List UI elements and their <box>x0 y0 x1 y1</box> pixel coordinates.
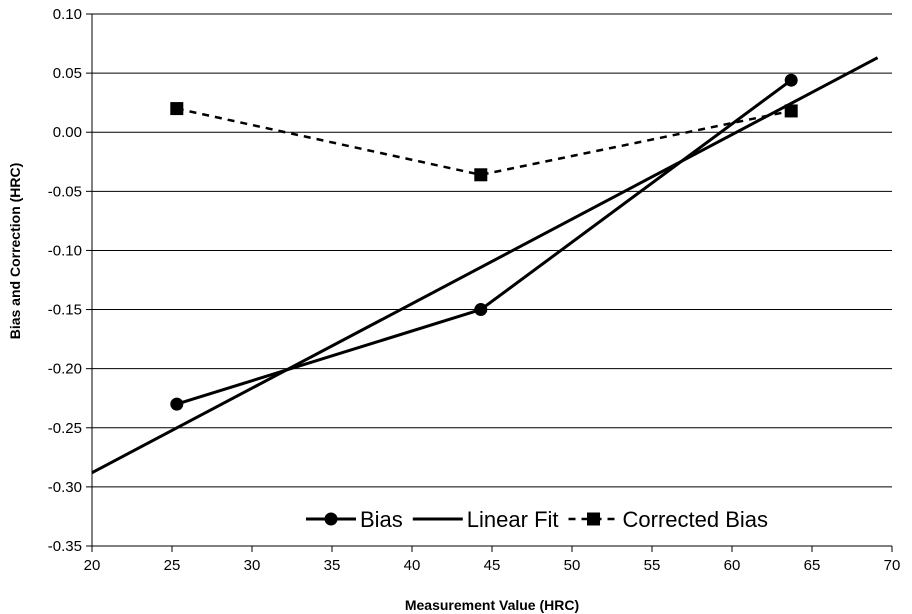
legend-label: Corrected Bias <box>623 507 769 532</box>
corrected-bias-point <box>784 104 798 118</box>
y-tick-label: -0.10 <box>48 242 82 259</box>
x-tick-label: 55 <box>644 557 661 574</box>
x-tick-labels: 20 25 30 35 40 45 50 55 60 65 70 <box>84 557 901 574</box>
legend-item-linear-fit: Linear Fit <box>412 507 559 532</box>
series-bias <box>170 73 798 411</box>
y-tick-label: -0.30 <box>48 479 82 496</box>
corrected-bias-point <box>474 168 488 182</box>
corrected-bias-line <box>176 107 792 177</box>
y-tick-label: -0.20 <box>48 361 82 378</box>
series <box>91 56 879 475</box>
legend-swatch-marker <box>324 512 338 526</box>
x-tick-label: 35 <box>324 557 341 574</box>
linear-fit-line <box>91 56 879 475</box>
y-tick-label: 0.05 <box>53 65 82 82</box>
y-tick-label: 0.00 <box>53 124 82 141</box>
bias-point <box>170 397 184 411</box>
bias-point <box>784 73 798 87</box>
y-tick-label: -0.15 <box>48 302 82 319</box>
y-tick-labels: 0.10 0.05 0.00 -0.05 -0.10 -0.15 -0.20 -0.25 -0.… <box>48 6 82 555</box>
legend-item-bias: Bias <box>306 507 403 532</box>
axes <box>86 13 893 552</box>
x-tick-label: 20 <box>84 557 101 574</box>
bias-point <box>474 303 488 317</box>
x-tick-label: 30 <box>244 557 261 574</box>
x-tick-label: 45 <box>484 557 501 574</box>
x-tick-label: 60 <box>724 557 741 574</box>
y-axis-title: Bias and Correction (HRC) <box>7 163 23 340</box>
x-axis-title: Measurement Value (HRC) <box>405 597 579 613</box>
x-tick-label: 50 <box>564 557 581 574</box>
x-tick-label: 40 <box>404 557 421 574</box>
series-linear-fit <box>91 56 879 475</box>
legend-swatch-marker <box>587 512 601 526</box>
legend-item-corrected-bias: Corrected Bias <box>568 507 769 532</box>
legend-label: Linear Fit <box>467 507 559 532</box>
y-tick-label: -0.25 <box>48 420 82 437</box>
x-tick-label: 65 <box>804 557 821 574</box>
series-corrected-bias <box>170 102 798 182</box>
y-tick-label: -0.05 <box>48 183 82 200</box>
y-tick-label: -0.35 <box>48 538 82 555</box>
x-tick-label: 25 <box>164 557 181 574</box>
y-tick-label: 0.10 <box>53 6 82 23</box>
legend: Bias Linear Fit Corrected Bias <box>306 507 768 532</box>
legend-label: Bias <box>360 507 403 532</box>
x-tick-label: 70 <box>884 557 901 574</box>
corrected-bias-point <box>170 102 184 116</box>
